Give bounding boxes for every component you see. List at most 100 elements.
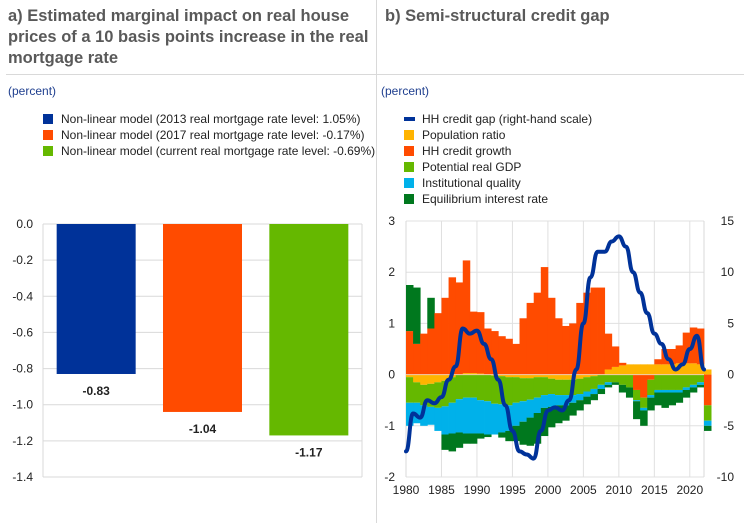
stacked-bar-segment bbox=[675, 374, 684, 390]
legend-item: Institutional quality bbox=[404, 175, 592, 191]
stacked-bar-segment bbox=[434, 374, 442, 383]
stacked-bar-segment bbox=[505, 430, 513, 442]
stacked-bar-segment bbox=[462, 374, 471, 398]
stacked-bar-segment bbox=[590, 388, 598, 395]
stacked-bar-segment bbox=[633, 364, 641, 375]
y2-tick-label: 5 bbox=[727, 316, 734, 330]
legend-swatch bbox=[404, 146, 414, 156]
legend-item: Equilibrium interest rate bbox=[404, 191, 592, 207]
y-tick-label: -0.2 bbox=[12, 253, 33, 267]
legend-line-swatch bbox=[404, 117, 415, 121]
stacked-bar-segment bbox=[526, 302, 535, 375]
y-tick-label: -0.6 bbox=[12, 325, 33, 339]
stacked-bar-segment bbox=[455, 399, 464, 433]
panel-b: b) Semi-structural credit gap (percent) … bbox=[376, 0, 744, 523]
stacked-bar-segment bbox=[569, 402, 577, 416]
divider bbox=[377, 74, 744, 75]
y2-tick-label: 0 bbox=[727, 368, 734, 382]
stacked-bar-segment bbox=[625, 374, 634, 388]
legend-swatch bbox=[404, 178, 414, 188]
stacked-bar-segment bbox=[555, 318, 563, 375]
stacked-bar-segment bbox=[533, 374, 542, 378]
legend-label: Non-linear model (2017 real mortgage rat… bbox=[61, 128, 365, 142]
stacked-bar-segment bbox=[611, 374, 620, 383]
panel-b-title: b) Semi-structural credit gap bbox=[385, 7, 610, 25]
stacked-bar-segment bbox=[462, 260, 471, 374]
stacked-bar-segment bbox=[512, 343, 520, 375]
stacked-bar-segment bbox=[668, 374, 677, 390]
stacked-bar-segment bbox=[469, 311, 478, 374]
stacked-bar-segment bbox=[583, 396, 591, 405]
legend-label: Non-linear model (2013 real mortgage rat… bbox=[61, 112, 361, 126]
stacked-bar-segment bbox=[406, 377, 414, 403]
stacked-bar-segment bbox=[618, 384, 627, 393]
stacked-bar-segment bbox=[540, 395, 549, 408]
stacked-bar-segment bbox=[590, 374, 598, 377]
bar bbox=[163, 224, 242, 412]
stacked-bar-segment bbox=[604, 384, 613, 388]
stacked-bar-segment bbox=[462, 373, 471, 375]
stacked-bar-segment bbox=[498, 404, 506, 433]
x-tick-label: 1990 bbox=[464, 483, 491, 497]
y-tick-label: 0.0 bbox=[16, 217, 33, 231]
data-label: -1.04 bbox=[189, 422, 217, 436]
stacked-bar-segment bbox=[590, 287, 598, 375]
stacked-bar-segment bbox=[441, 406, 449, 435]
legend-label: HH credit gap (right-hand scale) bbox=[422, 112, 593, 126]
stacked-bar-segment bbox=[654, 374, 662, 390]
stacked-bar-segment bbox=[441, 297, 449, 375]
stacked-bar-segment bbox=[540, 374, 549, 378]
stacked-bar-segment bbox=[654, 359, 662, 365]
stacked-bar-segment bbox=[611, 346, 620, 367]
stacked-bar-segment bbox=[661, 392, 669, 408]
stacked-bar-segment bbox=[704, 369, 712, 375]
stacked-bar-segment bbox=[590, 376, 598, 389]
y-tick-label: 2 bbox=[388, 265, 395, 279]
x-tick-label: 2010 bbox=[606, 483, 633, 497]
x-tick-label: 2005 bbox=[570, 483, 597, 497]
legend-a: Non-linear model (2013 real mortgage rat… bbox=[43, 111, 375, 159]
divider bbox=[6, 74, 376, 75]
stacked-bar-segment bbox=[420, 333, 428, 375]
stacked-bar-segment bbox=[427, 406, 435, 425]
stacked-bar-segment bbox=[469, 397, 478, 434]
stacked-bar-segment bbox=[406, 402, 414, 426]
y-tick-label: -1 bbox=[384, 419, 395, 433]
stacked-bar-segment bbox=[569, 323, 577, 375]
legend-swatch bbox=[404, 194, 414, 204]
stacked-bar-segment bbox=[498, 336, 506, 375]
stacked-bar-segment bbox=[633, 400, 641, 402]
stacked-bar-segment bbox=[533, 413, 542, 444]
stacked-bar-segment bbox=[413, 287, 421, 344]
legend-swatch bbox=[43, 146, 53, 156]
stacked-bar-segment bbox=[484, 374, 492, 402]
stacked-bar-segment bbox=[604, 382, 613, 385]
stacked-bar-segment bbox=[682, 387, 691, 390]
stacked-bar-segment bbox=[491, 403, 499, 435]
stacked-bar-segment bbox=[406, 331, 414, 375]
stacked-bar-segment bbox=[661, 364, 669, 375]
stacked-bar-segment bbox=[476, 400, 485, 434]
stacked-bar-segment bbox=[704, 374, 712, 406]
stacked-bar-segment bbox=[519, 374, 528, 379]
stacked-bar-segment bbox=[555, 405, 563, 424]
legend-label: Potential real GDP bbox=[422, 160, 522, 174]
stacked-bar-segment bbox=[654, 389, 662, 393]
stacked-bar-segment bbox=[533, 292, 542, 375]
stacked-bar-segment bbox=[675, 392, 684, 403]
legend-label: Institutional quality bbox=[422, 176, 521, 190]
stacked-bar-segment bbox=[668, 364, 677, 375]
stacked-bar-segment bbox=[576, 400, 584, 411]
stacked-bar-segment bbox=[576, 374, 584, 379]
y-tick-label: -2 bbox=[384, 470, 395, 484]
stacked-bar-segment bbox=[476, 433, 485, 439]
stacked-bar-segment bbox=[576, 378, 584, 395]
stacked-bar-segment bbox=[526, 378, 535, 400]
stacked-bar-segment bbox=[704, 405, 712, 421]
y2-tick-label: 10 bbox=[721, 265, 735, 279]
chart-a: 0.0 -0.2 -0.4 -0.6 -0.8 -1.0 -1.2 -1.4 -0.83 -1.0… bbox=[12, 217, 363, 484]
stacked-bar-segment bbox=[583, 374, 591, 378]
stacked-bar-segment bbox=[448, 402, 457, 434]
stacked-bar-segment bbox=[689, 384, 698, 388]
stacked-bar-segment bbox=[526, 374, 535, 379]
